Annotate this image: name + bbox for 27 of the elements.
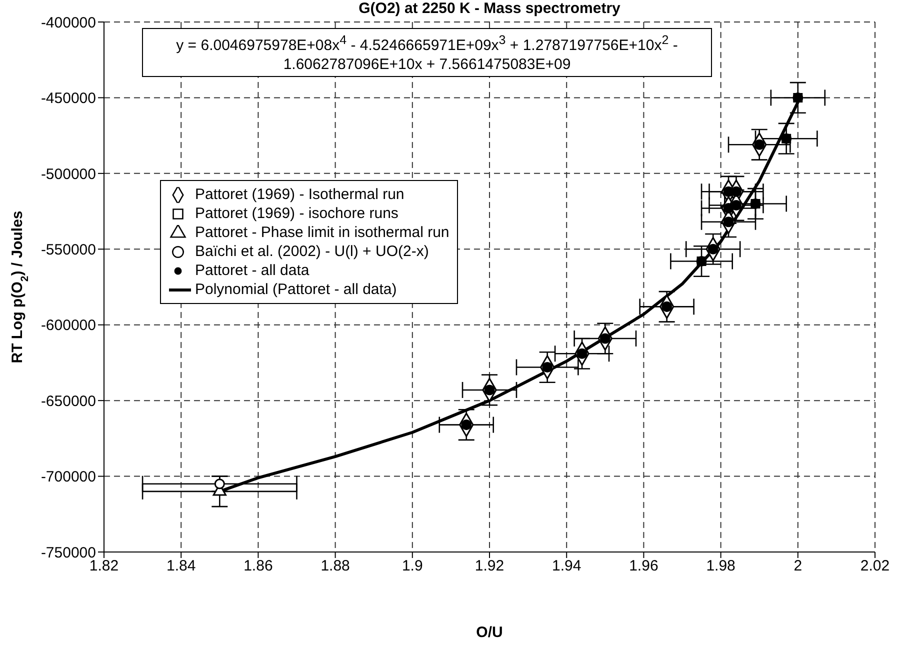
x-tick-label: 1.98 [706, 558, 736, 575]
y-tick-label: -550000 [40, 241, 96, 258]
y-tick-label: -400000 [40, 14, 96, 32]
x-tick-label: 1.86 [244, 558, 273, 575]
x-tick-label: 2 [794, 558, 802, 575]
chart-title: G(O2) at 2250 K - Mass spectrometry [358, 0, 622, 17]
point [214, 478, 225, 490]
legend-label: Pattoret (1969) - Isothermal run [195, 185, 404, 204]
x-axis-title: O/U [476, 624, 503, 641]
x-tick-label: 1.96 [629, 558, 658, 575]
x-tick-label: 1.9 [402, 558, 423, 575]
y-tick-label: -500000 [40, 166, 96, 183]
equation-text-box: y = 6.0046975978E+08x$^{4}$ - 4.5246665971E+09x$^{3}$ + 1.2787197756E+10x$^{2}$ - 1.6062787096E+10x + 7.5661475083E+09 [142, 28, 712, 77]
legend-label: Baïchi et al. (2002) - U(l) + UO(2-x) [195, 242, 429, 261]
legend-label: Pattoret - Phase limit in isothermal run [195, 223, 450, 242]
x-tick-label: 1.84 [166, 558, 196, 575]
y-tick-label: -600000 [40, 317, 96, 334]
x-tick-label: 1.88 [320, 558, 350, 575]
x-tick-label: 2.02 [860, 558, 890, 575]
legend-label: Pattoret (1969) - isochore runs [195, 204, 398, 223]
legend-label: Polynomial (Pattoret - all data) [195, 280, 397, 299]
y-tick-label: -700000 [40, 468, 96, 486]
x-tick-label: 1.94 [552, 558, 582, 575]
x-tick-label: 1.92 [474, 558, 504, 575]
y-tick-label: -650000 [40, 392, 96, 410]
legend-label: Pattoret - all data [195, 261, 310, 280]
y-tick-label: -450000 [40, 90, 96, 108]
